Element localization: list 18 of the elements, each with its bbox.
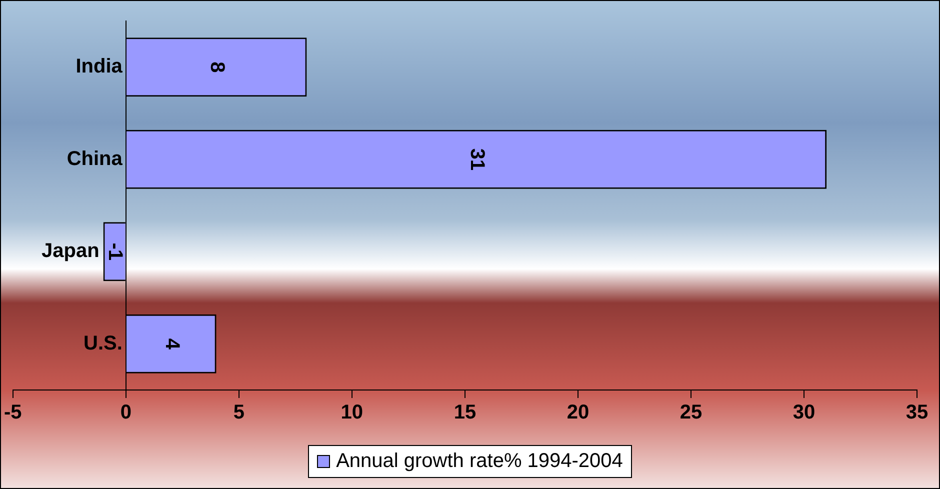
- text: Annual growth rate% 1994-2004: [336, 450, 623, 473]
- y-tick-label: India: [76, 56, 124, 78]
- y-tick-label: Japan: [41, 240, 100, 262]
- data-label: 31: [466, 148, 488, 170]
- x-tick-label: 5: [233, 402, 244, 424]
- y-tick-label: China: [66, 148, 124, 170]
- y-tick-label: U.S.: [84, 332, 122, 354]
- x-tick-label: 30: [792, 402, 816, 424]
- x-tick-label: -5: [4, 402, 22, 424]
- x-tick-label: 15: [454, 402, 476, 424]
- x-tick-label: 25: [680, 402, 702, 424]
- x-tick-label: 0: [120, 402, 132, 424]
- x-tick-label: 35: [906, 402, 928, 424]
- data-label: 4: [160, 338, 183, 350]
- data-label: 8: [206, 62, 228, 73]
- x-tick-label: 20: [566, 402, 590, 424]
- x-tick-label: 10: [340, 402, 364, 424]
- data-label: -1: [104, 242, 126, 261]
